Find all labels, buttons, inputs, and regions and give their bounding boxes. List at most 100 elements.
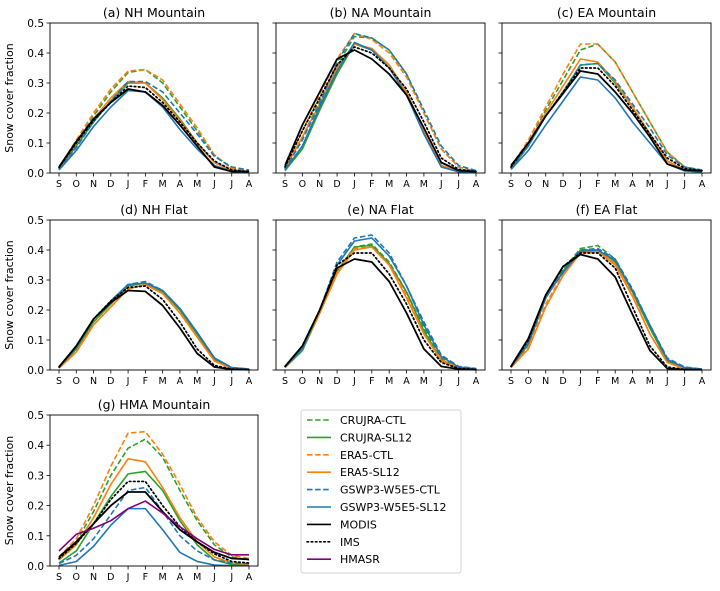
x-tick-label: J	[212, 376, 216, 387]
legend-label: GSWP3-W5E5-SL12	[340, 501, 446, 514]
x-tick-label: A	[699, 376, 706, 387]
panel-title: (c) EA Mountain	[557, 5, 656, 20]
y-axis-label: Snow cover fraction	[3, 436, 16, 546]
x-tick-label: S	[56, 572, 62, 583]
legend-item: CRUJRA-SL12	[307, 431, 412, 444]
legend-frame	[300, 409, 462, 574]
series-line-crujra-ctl	[510, 244, 703, 371]
series-lines	[58, 430, 250, 567]
x-tick-label: A	[629, 179, 636, 190]
x-tick-label: O	[73, 376, 80, 387]
x-tick-label: M	[159, 572, 167, 583]
x-tick-label: M	[385, 376, 393, 387]
x-tick-label: S	[56, 376, 62, 387]
x-tick-label: D	[107, 376, 114, 387]
x-tick-label: M	[420, 179, 428, 190]
x-tick-label: S	[282, 376, 288, 387]
x-tick-label: D	[333, 376, 340, 387]
series-line-modis	[284, 258, 477, 371]
series-lines	[510, 244, 703, 371]
panel-title: (f) EA Flat	[576, 202, 638, 217]
legend-item: GSWP3-W5E5-SL12	[307, 501, 446, 514]
series-line-crujra-ctl	[58, 68, 250, 173]
x-tick-label: A	[177, 179, 184, 190]
legend-label: HMASR	[340, 553, 380, 566]
x-tick-label: J	[665, 376, 669, 387]
series-line-ims	[510, 67, 703, 172]
panel-title: (a) NH Mountain	[103, 5, 205, 20]
x-tick-label: M	[193, 179, 201, 190]
x-tick-label: M	[385, 179, 393, 190]
x-tick-label: S	[508, 179, 514, 190]
x-tick-label: J	[456, 376, 460, 387]
series-line-ims	[58, 285, 250, 371]
y-tick-label: 0.4	[27, 440, 44, 452]
y-tick-label: 0.0	[27, 561, 44, 573]
x-tick-label: A	[473, 179, 480, 190]
x-tick-label: J	[439, 376, 443, 387]
x-tick-label: M	[611, 179, 619, 190]
axes-frame	[49, 219, 259, 371]
series-line-era5-ctl	[510, 43, 703, 172]
x-tick-label: J	[352, 179, 356, 190]
y-tick-label: 0.5	[27, 18, 44, 30]
x-tick-label: A	[246, 572, 253, 583]
x-tick-label: S	[282, 179, 288, 190]
x-tick-label: O	[73, 179, 80, 190]
x-tick-label: J	[126, 572, 130, 583]
axes-frame	[501, 219, 712, 371]
x-tick-label: A	[699, 179, 706, 190]
axes-frame	[275, 22, 486, 174]
x-tick-label: D	[559, 376, 566, 387]
series-line-modis	[284, 49, 477, 173]
x-tick-label: J	[578, 376, 582, 387]
x-tick-label: F	[595, 376, 600, 387]
x-tick-label: O	[299, 179, 306, 190]
x-tick-label: J	[439, 179, 443, 190]
panel-title: (d) NH Flat	[120, 202, 188, 217]
series-line-gswp3-w5e5-ctl	[58, 280, 250, 370]
x-tick-label: F	[143, 179, 148, 190]
x-tick-label: F	[595, 179, 600, 190]
series-line-modis	[510, 253, 702, 371]
x-tick-label: M	[420, 376, 428, 387]
series-line-era5-sl12	[58, 457, 250, 566]
series-line-ims	[510, 252, 703, 371]
x-tick-label: A	[246, 376, 253, 387]
series-line-ims	[284, 252, 477, 371]
x-tick-label: J	[682, 376, 686, 387]
panel-title: (b) NA Mountain	[330, 5, 432, 20]
y-tick-label: 0.0	[27, 168, 44, 180]
series-line-modis	[510, 70, 703, 172]
x-tick-label: F	[143, 572, 148, 583]
series-line-era5-sl12	[284, 246, 477, 371]
x-tick-label: A	[177, 376, 184, 387]
x-tick-label: F	[143, 376, 148, 387]
series-line-crujra-ctl	[58, 438, 250, 561]
y-tick-label: 0.4	[27, 245, 44, 257]
x-tick-label: F	[369, 376, 374, 387]
x-tick-label: A	[246, 179, 253, 190]
series-line-gswp3-w5e5-sl12	[58, 282, 250, 370]
x-tick-label: D	[107, 179, 114, 190]
series-lines	[58, 68, 250, 174]
x-tick-label: N	[90, 179, 97, 190]
series-lines	[510, 43, 703, 173]
series-line-gswp3-w5e5-ctl	[510, 62, 703, 171]
series-line-gswp3-w5e5-sl12	[284, 41, 477, 174]
y-tick-label: 0.4	[27, 48, 44, 60]
legend-label: ERA5-CTL	[340, 449, 394, 462]
y-tick-label: 0.5	[27, 410, 44, 422]
series-line-ims	[284, 46, 477, 173]
legend-item: ERA5-CTL	[307, 449, 394, 462]
legend-item: GSWP3-W5E5-CTL	[307, 484, 441, 497]
x-tick-label: O	[525, 179, 532, 190]
x-tick-label: A	[473, 376, 480, 387]
legend-item: ERA5-SL12	[307, 466, 400, 479]
y-tick-label: 0.3	[27, 470, 44, 482]
